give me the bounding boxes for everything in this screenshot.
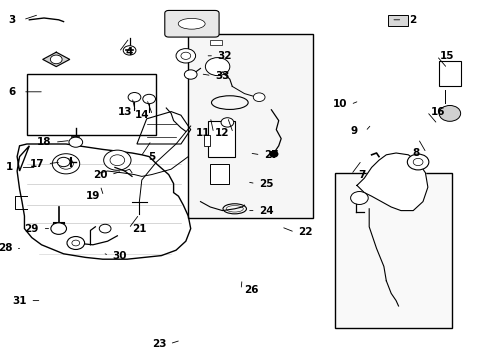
Polygon shape xyxy=(43,52,70,67)
Bar xyxy=(207,121,234,157)
Circle shape xyxy=(205,58,229,76)
Circle shape xyxy=(128,93,141,102)
Text: 3: 3 xyxy=(9,15,16,25)
Text: 1: 1 xyxy=(6,162,13,172)
Text: 2: 2 xyxy=(409,15,416,25)
Circle shape xyxy=(350,192,367,204)
Circle shape xyxy=(176,49,195,63)
Text: 26: 26 xyxy=(244,285,259,295)
Text: 4: 4 xyxy=(125,47,133,57)
Text: 27: 27 xyxy=(264,150,278,160)
Bar xyxy=(210,40,222,45)
Polygon shape xyxy=(356,153,427,211)
Text: 29: 29 xyxy=(24,224,39,234)
Text: 6: 6 xyxy=(9,87,16,97)
Text: 21: 21 xyxy=(132,224,146,234)
Circle shape xyxy=(52,154,80,174)
FancyBboxPatch shape xyxy=(387,15,407,26)
Text: 7: 7 xyxy=(357,170,365,180)
Text: 20: 20 xyxy=(93,170,107,180)
Text: 8: 8 xyxy=(411,148,418,158)
Circle shape xyxy=(103,150,131,170)
Circle shape xyxy=(67,237,84,249)
Text: 30: 30 xyxy=(112,251,127,261)
Ellipse shape xyxy=(178,18,205,29)
Text: 24: 24 xyxy=(259,206,273,216)
Text: 10: 10 xyxy=(332,99,346,109)
Text: 16: 16 xyxy=(429,107,444,117)
Circle shape xyxy=(184,70,197,79)
Text: 15: 15 xyxy=(439,51,454,61)
Text: 28: 28 xyxy=(0,243,12,253)
Text: 17: 17 xyxy=(29,159,44,169)
Circle shape xyxy=(221,118,233,127)
Circle shape xyxy=(438,105,460,121)
Circle shape xyxy=(253,93,264,102)
Circle shape xyxy=(123,46,136,55)
Text: 22: 22 xyxy=(298,227,312,237)
Text: 14: 14 xyxy=(134,110,149,120)
Circle shape xyxy=(69,137,82,147)
Text: 25: 25 xyxy=(259,179,273,189)
Text: 5: 5 xyxy=(148,152,155,162)
Circle shape xyxy=(142,94,155,104)
Bar xyxy=(188,34,312,218)
Text: 9: 9 xyxy=(350,126,357,136)
Bar xyxy=(188,34,312,218)
Text: 18: 18 xyxy=(37,137,51,147)
Circle shape xyxy=(57,157,70,167)
Bar xyxy=(438,61,460,86)
Text: 33: 33 xyxy=(215,71,229,81)
Text: 12: 12 xyxy=(215,128,229,138)
Text: 11: 11 xyxy=(195,128,210,138)
Text: 13: 13 xyxy=(117,107,132,117)
Circle shape xyxy=(51,223,66,234)
Circle shape xyxy=(269,151,277,157)
Text: 32: 32 xyxy=(217,51,232,61)
Bar xyxy=(334,173,451,328)
Text: 31: 31 xyxy=(12,296,27,306)
Circle shape xyxy=(50,55,62,64)
Bar xyxy=(210,164,228,184)
Circle shape xyxy=(407,154,428,170)
Circle shape xyxy=(99,224,111,233)
Bar xyxy=(334,173,451,328)
Bar xyxy=(27,74,156,135)
Text: 19: 19 xyxy=(85,191,100,201)
Text: 23: 23 xyxy=(151,339,166,349)
Bar xyxy=(204,135,210,146)
FancyBboxPatch shape xyxy=(164,10,219,37)
